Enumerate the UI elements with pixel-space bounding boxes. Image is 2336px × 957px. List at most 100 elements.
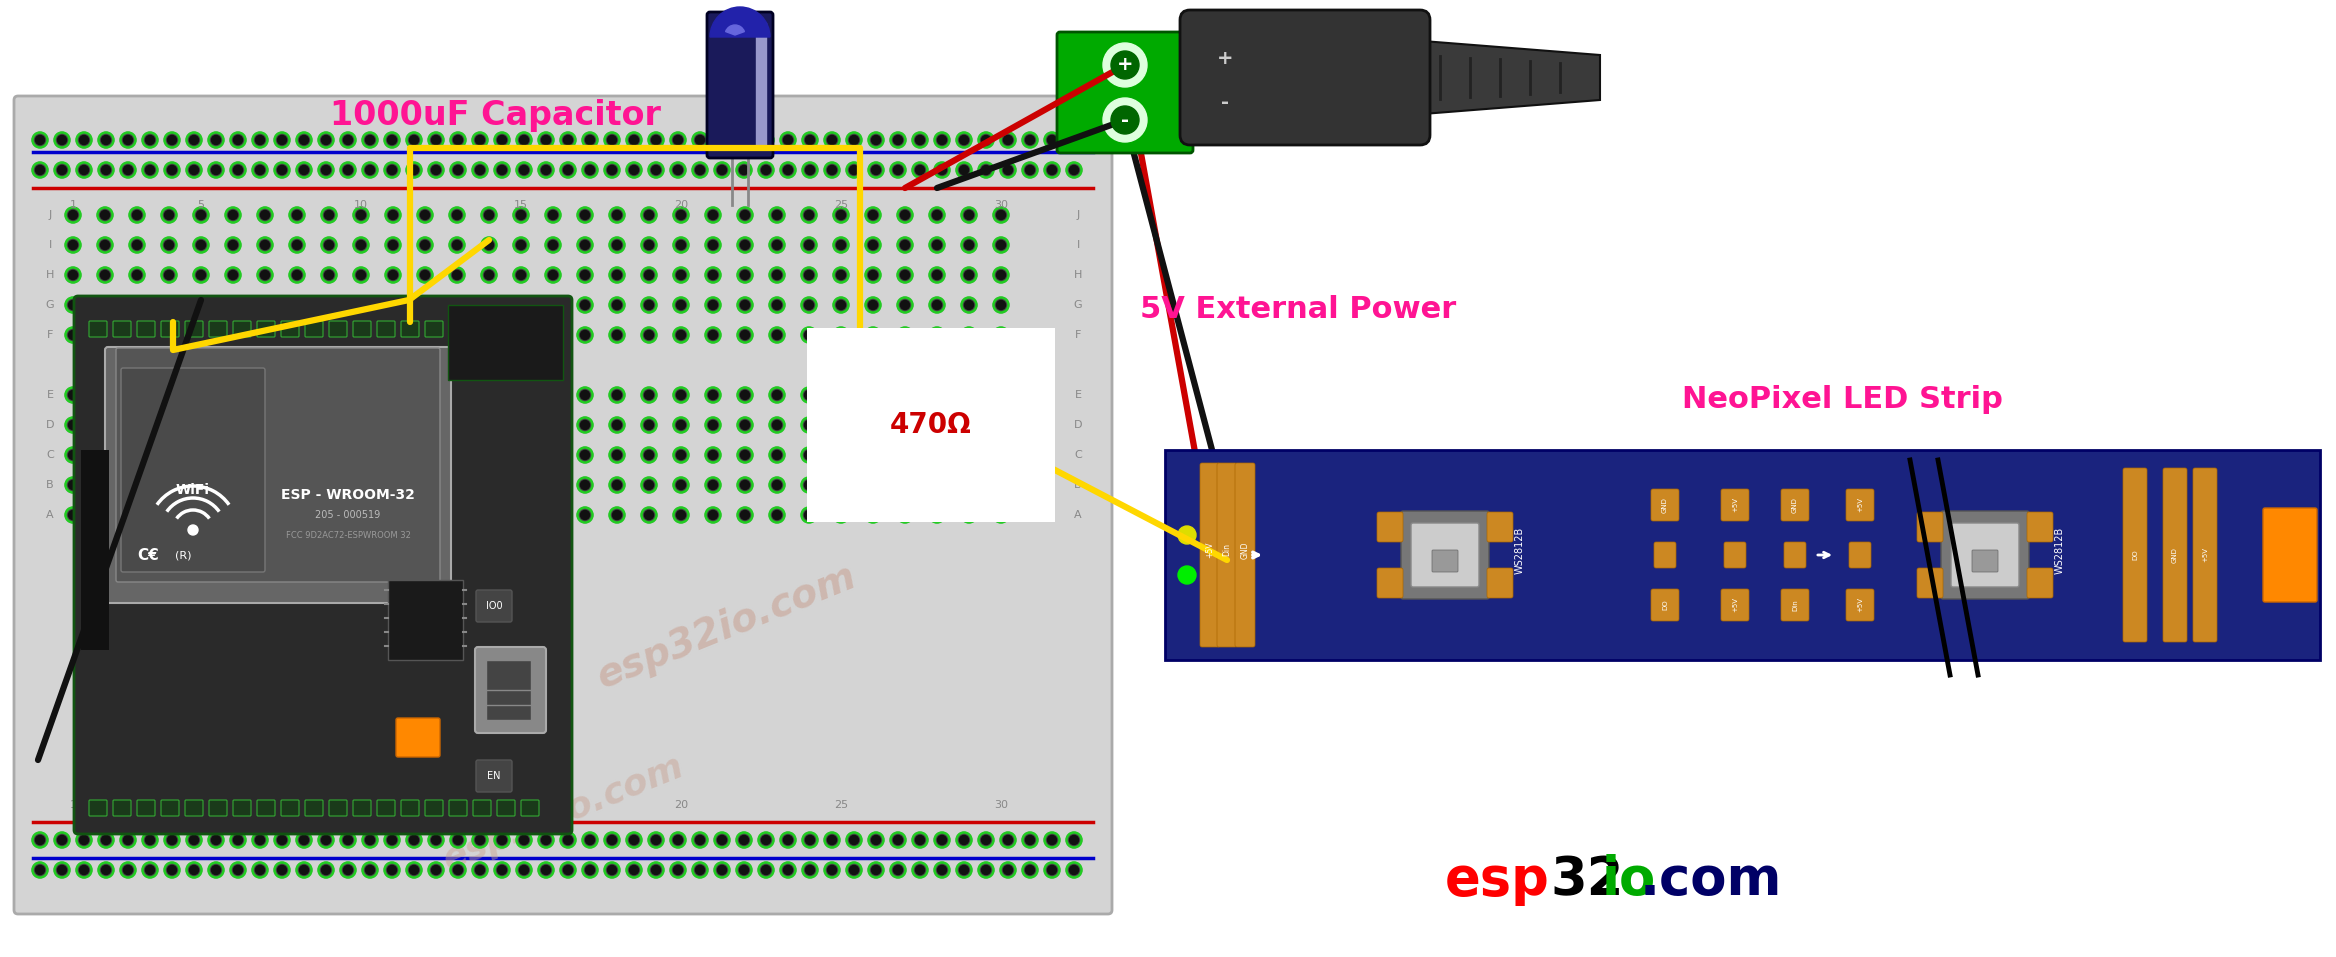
Circle shape	[322, 136, 329, 145]
Circle shape	[164, 390, 173, 399]
Circle shape	[231, 862, 245, 878]
Circle shape	[481, 327, 498, 343]
Circle shape	[168, 136, 178, 145]
Circle shape	[262, 803, 271, 813]
Circle shape	[715, 833, 729, 848]
Circle shape	[850, 166, 860, 174]
Circle shape	[549, 480, 558, 489]
Circle shape	[187, 833, 201, 848]
Circle shape	[484, 390, 493, 399]
Circle shape	[610, 507, 624, 523]
Circle shape	[140, 803, 152, 813]
Circle shape	[142, 862, 157, 878]
Circle shape	[673, 478, 689, 493]
Circle shape	[278, 865, 287, 875]
Circle shape	[965, 330, 974, 340]
Circle shape	[846, 833, 862, 848]
Circle shape	[642, 327, 656, 343]
Circle shape	[577, 448, 593, 462]
Circle shape	[705, 507, 719, 523]
Circle shape	[100, 865, 110, 875]
Circle shape	[649, 163, 663, 177]
Circle shape	[418, 478, 432, 493]
Text: esp: esp	[1446, 854, 1551, 906]
FancyBboxPatch shape	[14, 96, 1112, 914]
Circle shape	[834, 298, 848, 313]
Text: ESP - WROOM-32: ESP - WROOM-32	[280, 488, 416, 502]
Circle shape	[276, 862, 290, 878]
Circle shape	[498, 166, 507, 174]
Circle shape	[997, 330, 1004, 340]
Bar	[82, 550, 100, 564]
Circle shape	[715, 862, 729, 878]
FancyBboxPatch shape	[1652, 589, 1680, 621]
Circle shape	[196, 240, 206, 250]
Circle shape	[769, 417, 785, 433]
Circle shape	[652, 136, 661, 145]
FancyBboxPatch shape	[75, 296, 572, 834]
Circle shape	[432, 136, 442, 145]
Circle shape	[227, 478, 241, 493]
Circle shape	[164, 833, 180, 848]
Circle shape	[1047, 835, 1056, 844]
Circle shape	[145, 835, 154, 844]
Circle shape	[98, 507, 112, 523]
Circle shape	[645, 480, 654, 489]
Circle shape	[98, 132, 114, 147]
Circle shape	[290, 478, 304, 493]
Circle shape	[897, 327, 913, 343]
Text: G: G	[47, 300, 54, 310]
Circle shape	[516, 420, 526, 430]
Circle shape	[582, 451, 589, 459]
Circle shape	[705, 327, 719, 343]
Circle shape	[930, 478, 944, 493]
Circle shape	[420, 300, 430, 309]
Circle shape	[738, 478, 752, 493]
Circle shape	[542, 835, 551, 844]
FancyBboxPatch shape	[1785, 542, 1806, 568]
Circle shape	[741, 330, 750, 340]
Text: D: D	[1075, 420, 1082, 430]
Text: +5V: +5V	[1205, 542, 1215, 558]
Circle shape	[1000, 163, 1016, 177]
FancyBboxPatch shape	[477, 590, 512, 622]
Circle shape	[649, 862, 663, 878]
Circle shape	[516, 163, 533, 177]
Text: +5V: +5V	[1731, 597, 1738, 612]
Circle shape	[773, 300, 783, 309]
Circle shape	[962, 507, 976, 523]
FancyBboxPatch shape	[472, 321, 491, 337]
Circle shape	[449, 388, 465, 403]
Circle shape	[449, 208, 465, 222]
FancyBboxPatch shape	[353, 321, 371, 337]
Circle shape	[993, 208, 1009, 222]
Circle shape	[164, 420, 173, 430]
Circle shape	[516, 480, 526, 489]
Circle shape	[645, 271, 654, 279]
Circle shape	[1177, 566, 1196, 584]
Circle shape	[899, 480, 909, 489]
Circle shape	[484, 451, 493, 459]
Text: I: I	[49, 240, 51, 250]
Circle shape	[357, 300, 364, 309]
Circle shape	[287, 319, 292, 325]
Circle shape	[164, 240, 173, 250]
Circle shape	[705, 237, 719, 253]
Circle shape	[145, 865, 154, 875]
Circle shape	[741, 240, 750, 250]
Circle shape	[420, 480, 430, 489]
Text: 20: 20	[675, 800, 689, 810]
Circle shape	[804, 163, 818, 177]
Circle shape	[311, 805, 318, 811]
Circle shape	[252, 163, 269, 177]
Circle shape	[68, 451, 77, 459]
Circle shape	[738, 388, 752, 403]
Circle shape	[825, 833, 839, 848]
Circle shape	[194, 208, 208, 222]
Circle shape	[549, 451, 558, 459]
Circle shape	[100, 240, 110, 250]
FancyBboxPatch shape	[1972, 550, 1997, 572]
Circle shape	[353, 237, 369, 253]
Circle shape	[278, 835, 287, 844]
Circle shape	[696, 166, 705, 174]
